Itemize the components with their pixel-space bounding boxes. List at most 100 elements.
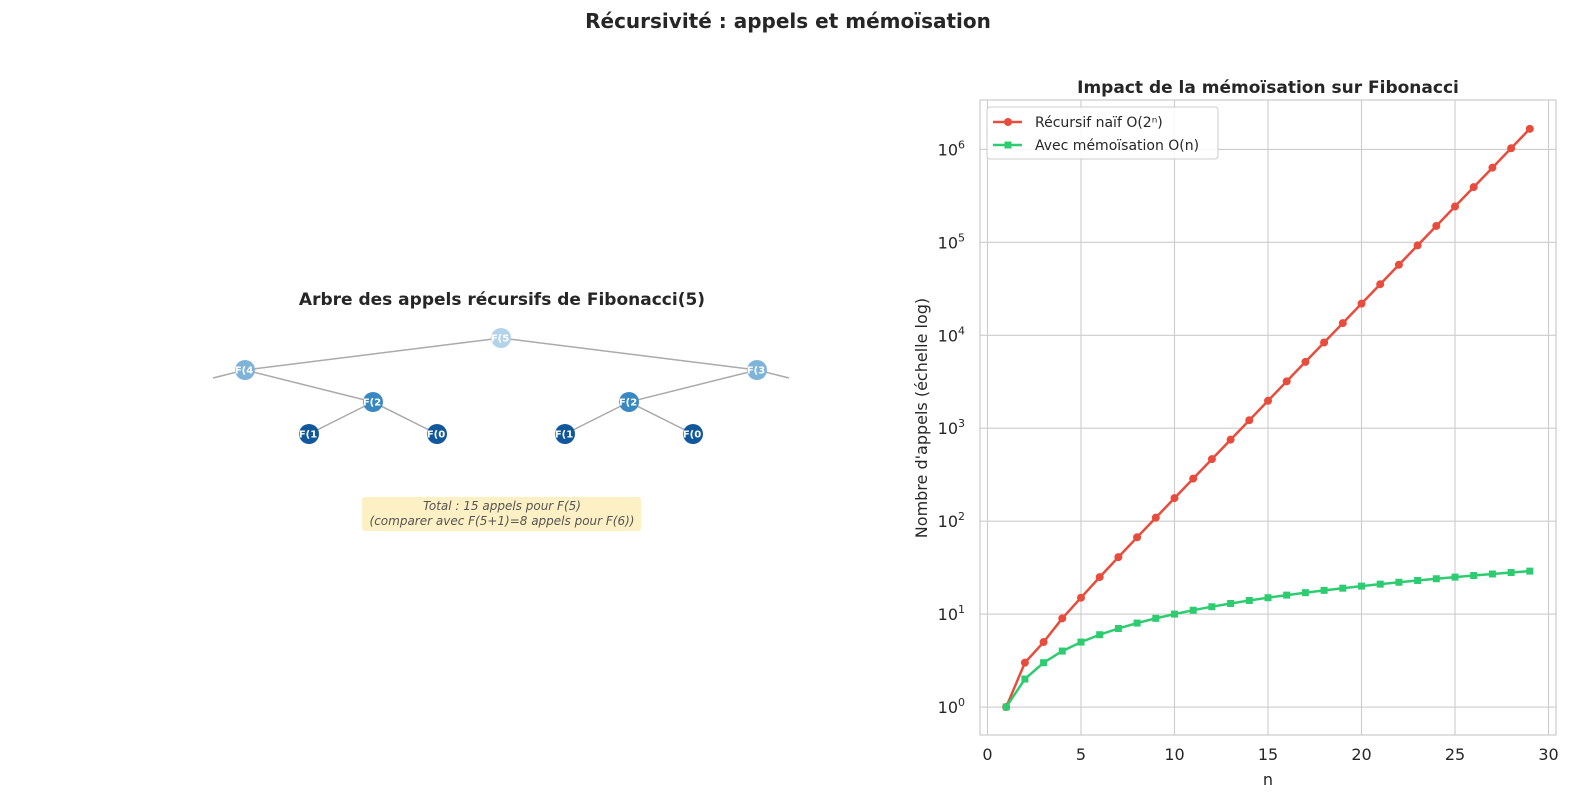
legend-label-naive: Récursif naïf O(2ⁿ) — [1035, 115, 1163, 131]
tree-edge — [244, 337, 502, 371]
y-tick-label: 103 — [938, 417, 965, 438]
data-point — [1282, 377, 1291, 386]
data-point — [1469, 183, 1478, 192]
tree-node-circle — [235, 360, 255, 380]
data-point — [1451, 202, 1460, 211]
data-point — [1339, 584, 1347, 592]
data-point — [1376, 280, 1385, 289]
tree-node: F(2 — [619, 392, 639, 412]
chart-legend: Récursif naïf O(2ⁿ) Avec mémoïsation O(n… — [986, 106, 1219, 160]
data-point — [1077, 638, 1085, 646]
data-point — [1114, 553, 1123, 562]
tree-node: F(1 — [555, 424, 575, 444]
tree-node-circle — [427, 424, 447, 444]
x-axis-ticks: 0 5 10 15 20 25 30 — [982, 745, 1558, 764]
legend-marker-naive — [1004, 118, 1012, 126]
data-point — [1021, 675, 1029, 683]
tree-node-label: F(4 — [235, 366, 253, 377]
data-point — [1320, 586, 1328, 594]
data-point — [1507, 569, 1515, 577]
memoization-chart-title: Impact de la mémoïsation sur Fibonacci — [1077, 78, 1459, 98]
data-point — [1414, 576, 1422, 584]
call-count-note-box — [362, 497, 641, 531]
tree-node-circle — [619, 392, 639, 412]
data-point — [1227, 599, 1235, 607]
data-point — [1189, 474, 1198, 483]
x-tick-label: 30 — [1538, 745, 1558, 764]
y-axis-ticks: 100 101 102 103 104 105 106 — [938, 138, 965, 717]
tree-node-label: F(5 — [491, 334, 509, 345]
data-point — [1395, 578, 1403, 586]
y-tick-label: 101 — [938, 603, 965, 624]
data-point — [1208, 603, 1216, 611]
data-point — [1488, 163, 1497, 172]
data-point — [1076, 593, 1085, 602]
data-point — [1283, 591, 1291, 599]
figure-suptitle: Récursivité : appels et mémoïsation — [585, 9, 991, 33]
data-point — [1020, 658, 1029, 667]
x-tick-label: 10 — [1164, 745, 1184, 764]
data-point — [1151, 513, 1160, 522]
tree-node-label: F(3 — [747, 366, 765, 377]
legend-label-memo: Avec mémoïsation O(n) — [1035, 138, 1199, 154]
tree-edge — [628, 369, 758, 403]
data-point — [1170, 494, 1179, 503]
tree-node: F(5 — [491, 328, 511, 348]
tree-node: F(3 — [747, 360, 767, 380]
data-point — [1095, 573, 1104, 582]
y-tick-label: 106 — [938, 138, 965, 159]
memoization-chart-panel: Impact de la mémoïsation sur Fibonacci 0… — [912, 78, 1559, 789]
data-point — [1358, 582, 1366, 590]
data-point — [1301, 357, 1310, 366]
plot-area-frame — [979, 99, 1557, 736]
tree-node-circle — [747, 360, 767, 380]
data-point — [1432, 575, 1440, 583]
legend-marker-memo — [1004, 141, 1012, 149]
data-point — [1039, 638, 1048, 647]
data-point — [1413, 241, 1422, 250]
data-point — [1338, 319, 1347, 328]
data-point — [1245, 416, 1254, 425]
data-point — [1226, 435, 1235, 444]
data-point — [1301, 589, 1309, 597]
tree-node-label: F(2 — [363, 398, 381, 409]
tree-node: F(0 — [427, 424, 447, 444]
data-point — [1189, 606, 1197, 614]
data-point — [1376, 580, 1384, 588]
y-tick-label: 104 — [938, 324, 965, 345]
y-tick-label: 105 — [938, 231, 965, 252]
call-tree-edges — [212, 337, 790, 435]
tree-node: F(0 — [683, 424, 703, 444]
data-point — [1320, 338, 1329, 347]
tree-edge — [308, 401, 374, 435]
tree-node: F(2 — [363, 392, 383, 412]
legend-box — [986, 106, 1219, 160]
data-point — [1152, 614, 1160, 622]
data-point — [1488, 570, 1496, 578]
x-tick-label: 0 — [982, 745, 992, 764]
tree-node-label: F(0 — [427, 430, 445, 441]
x-tick-label: 20 — [1351, 745, 1371, 764]
data-point — [1470, 572, 1478, 580]
tree-edge — [372, 401, 438, 435]
tree-node-circle — [683, 424, 703, 444]
call-count-note: Total : 15 appels pour F(5) (comparer av… — [362, 497, 641, 531]
data-point — [1394, 260, 1403, 269]
data-point — [1264, 396, 1272, 405]
data-point — [1525, 124, 1534, 133]
tree-edge — [500, 337, 758, 371]
call-tree-nodes: F(5 F(4 F(3 F(2 F(2 F(1 F(0 F(1 F(0 — [235, 328, 767, 444]
data-point — [1114, 624, 1122, 632]
data-point — [1207, 455, 1216, 464]
tree-node-circle — [299, 424, 319, 444]
call-count-note-line-1: Total : 15 appels pour F(5) — [423, 499, 581, 513]
data-point — [1040, 659, 1048, 667]
tree-node-circle — [555, 424, 575, 444]
tree-node-circle — [491, 328, 511, 348]
x-tick-label: 5 — [1076, 745, 1086, 764]
y-axis-label: Nombre d'appels (échelle log) — [912, 298, 931, 538]
tree-node-circle — [363, 392, 383, 412]
data-point — [1133, 619, 1141, 627]
tree-edge — [244, 369, 374, 403]
